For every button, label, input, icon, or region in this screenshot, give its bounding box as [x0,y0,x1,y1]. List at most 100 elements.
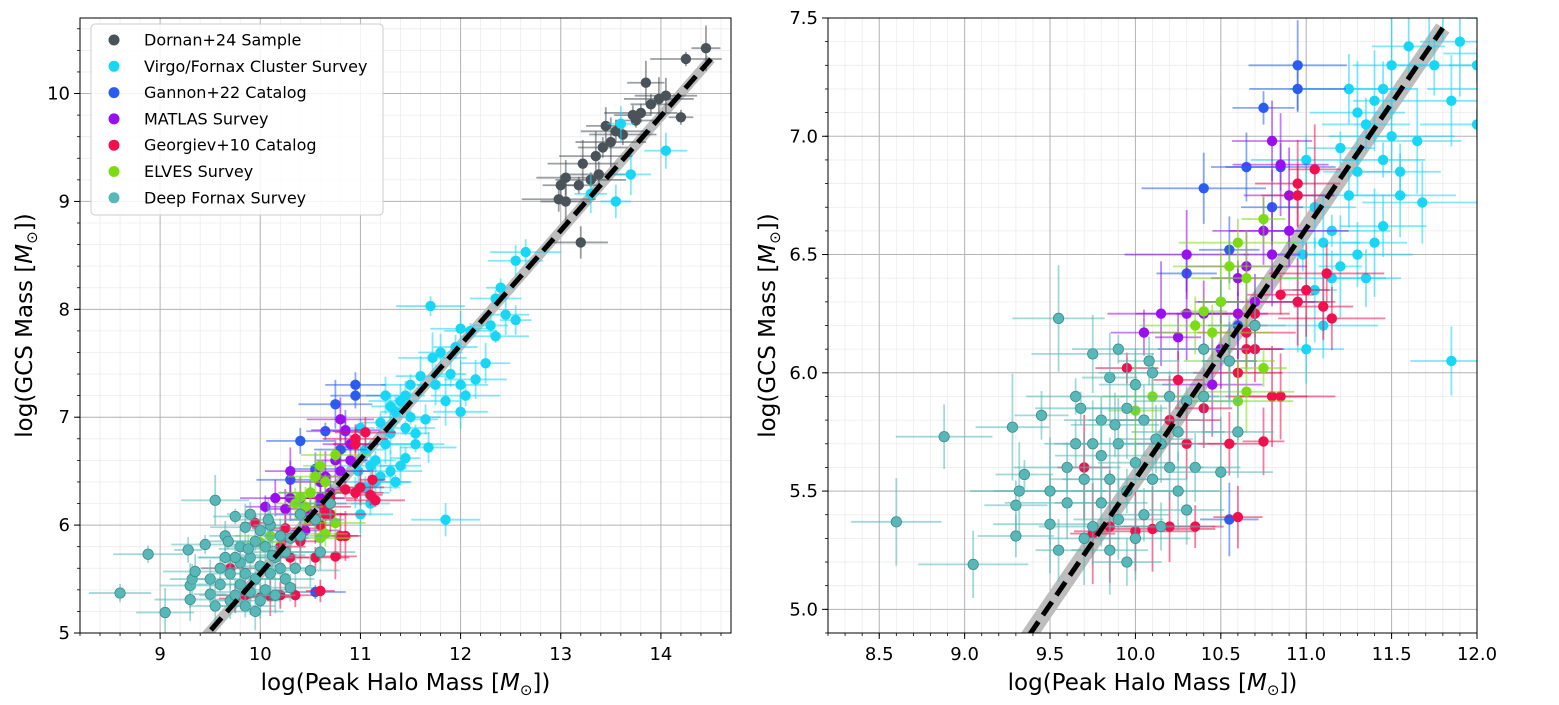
data-point [370,495,381,506]
data-point [1241,386,1252,397]
data-point [1352,166,1363,177]
data-point [415,371,426,382]
data-point [330,449,341,461]
data-point [1138,509,1150,521]
data-point [597,142,609,153]
data-point [1343,190,1355,201]
x-tick-label: 13 [549,644,572,665]
data-point [410,428,421,439]
data-point [1052,544,1065,556]
data-point [1198,183,1209,194]
data-point [259,584,271,596]
data-point [355,482,366,493]
data-point [1172,332,1184,343]
data-point [680,53,692,65]
fit-line [204,57,713,633]
legend-label: MATLAS Survey [144,109,268,128]
data-point [1189,320,1201,331]
data-point [1318,301,1329,312]
data-point [890,516,902,528]
data-point [285,465,296,477]
legend-label: Deep Fornax Survey [144,188,306,207]
data-point [214,562,226,574]
data-point [324,497,336,510]
data-point [1369,237,1380,248]
series-dornan-24-sample [521,25,722,259]
data-point [204,588,216,600]
data-point [284,582,296,594]
x-axis-label: log(Peak Halo Mass [M⊙]) [261,670,551,699]
x-tick-label: 12 [449,644,472,665]
data-point [385,465,396,477]
x-tick-label: 10 [249,644,272,665]
data-point [1035,409,1048,421]
data-point [1146,473,1159,485]
data-point [455,323,466,334]
data-point [1155,520,1167,533]
data-point [1424,1,1434,11]
data-point [1215,466,1227,478]
series-virgo-fornax-cluster-survey [321,106,688,537]
legend-label: Dornan+24 Sample [144,31,301,50]
legend-marker [108,113,120,125]
data-point [1095,497,1107,509]
left-panel: 9 10 11 12 13 14 5 6 7 8 9 10 log(Peak Halo Mass [M⊙… [12,17,732,699]
data-point [1198,343,1210,355]
legend-marker [108,34,120,46]
data-point [1143,355,1155,367]
data-point [294,508,306,520]
data-point [1258,436,1269,447]
data-point [1283,225,1295,237]
legend-marker [108,192,120,204]
data-point [490,331,501,342]
data-point [435,347,446,358]
x-tick-label: 14 [649,644,672,665]
data-point [445,368,456,380]
data-point [1335,142,1346,154]
data-point [320,426,331,437]
data-point [1343,83,1355,95]
data-point [330,399,341,410]
data-point [367,474,378,485]
data-point [400,422,411,434]
data-point [249,605,261,618]
data-point [1480,84,1490,94]
data-point [340,530,351,542]
data-point [625,169,637,180]
data-point [1172,485,1184,497]
data-point [1301,343,1312,355]
data-point [590,150,601,162]
data-point [1258,362,1269,374]
data-point [495,282,506,293]
data-point [330,551,341,562]
data-point [315,460,326,471]
data-point [1275,159,1286,170]
data-point [159,606,171,619]
data-point [182,544,194,556]
legend-marker [108,60,120,72]
data-point [1386,60,1397,71]
data-point [405,412,416,423]
data-point [967,558,979,571]
legend-label: ELVES Survey [144,162,253,181]
data-point [114,587,126,599]
fit-line [1027,26,1445,633]
data-point [314,546,326,558]
data-point [335,414,346,425]
data-point [1044,518,1056,530]
data-point [1087,438,1099,450]
data-point [1446,95,1457,106]
data-point [1377,154,1389,166]
x-axis-label: log(Peak Halo Mass [M⊙]) [1008,670,1298,699]
data-point [304,564,316,577]
data-point [380,390,391,401]
data-point [425,300,436,312]
legend: Dornan+24 Sample Virgo/Fornax Cluster Sur… [90,23,384,216]
data-point [405,379,416,391]
data-point [1471,119,1477,130]
data-point [1412,135,1423,147]
data-point [400,453,411,464]
data-point [1129,457,1142,469]
data-point [1070,390,1082,403]
